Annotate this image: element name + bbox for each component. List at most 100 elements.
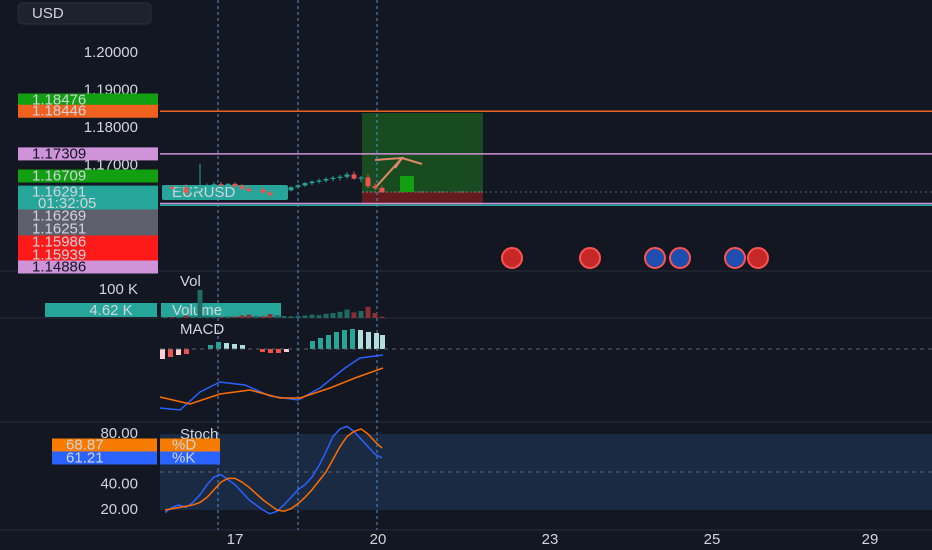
candle-body bbox=[288, 187, 294, 191]
candle-body bbox=[232, 183, 238, 187]
event-icon[interactable] bbox=[579, 247, 601, 269]
stoch-name-badge bbox=[160, 438, 220, 452]
volume-bar bbox=[337, 311, 343, 318]
volume-bar bbox=[260, 316, 266, 318]
volume-value: 4.62 K bbox=[89, 302, 132, 319]
candle-body bbox=[253, 189, 259, 191]
stoch-value: 68.87 bbox=[66, 436, 104, 453]
volume-bar bbox=[316, 315, 322, 318]
volume-bar bbox=[358, 311, 364, 318]
volume-title: Vol bbox=[180, 273, 201, 290]
candle-body bbox=[372, 186, 378, 188]
price-badge-label: 1.18446 bbox=[32, 103, 86, 120]
price-badge-label: 1.14886 bbox=[32, 258, 86, 275]
candle-body bbox=[211, 184, 217, 186]
x-tick-label: 23 bbox=[542, 531, 559, 548]
volume-bar bbox=[162, 316, 168, 318]
candle-body bbox=[169, 187, 175, 189]
candle-body bbox=[176, 187, 182, 189]
stoch-tick-label: 40.00 bbox=[100, 476, 138, 493]
candle-body bbox=[358, 177, 364, 179]
volume-bar bbox=[302, 315, 308, 318]
price-badge bbox=[18, 104, 158, 118]
candle-body bbox=[337, 176, 343, 178]
candle-body bbox=[204, 185, 210, 187]
event-icon[interactable] bbox=[644, 247, 666, 269]
stoch-value-badge bbox=[52, 451, 157, 465]
volume-bar bbox=[246, 314, 252, 318]
symbol: EURUSD bbox=[172, 184, 236, 201]
price-tick-label: 1.18000 bbox=[84, 119, 138, 136]
candle-body bbox=[162, 187, 168, 189]
volume-bar bbox=[190, 316, 196, 318]
volume-bar bbox=[232, 316, 238, 318]
marker bbox=[400, 176, 414, 192]
stoch-tick-label: 20.00 bbox=[100, 501, 138, 518]
stoch-d-line bbox=[164, 428, 383, 513]
price-badge-label: 1.18476 bbox=[32, 91, 86, 108]
volume-bar bbox=[309, 314, 315, 318]
price-badge bbox=[18, 235, 158, 249]
price-badge bbox=[18, 147, 158, 161]
currency: USD bbox=[32, 5, 64, 22]
candle-body bbox=[316, 180, 322, 182]
position-loss-zone bbox=[362, 192, 483, 205]
candle-body bbox=[379, 188, 385, 193]
price-badge-label: 1.15939 bbox=[32, 246, 86, 263]
candle-body bbox=[239, 186, 245, 189]
price-tick-label: 1.17000 bbox=[84, 156, 138, 173]
x-tick-label: 17 bbox=[227, 531, 244, 548]
volume-bar bbox=[211, 316, 217, 318]
volume-scale-label: 100 K bbox=[99, 281, 138, 298]
candle-body bbox=[183, 187, 189, 193]
event-icon[interactable] bbox=[747, 247, 769, 269]
volume-bar bbox=[344, 309, 350, 318]
price-badge-label: 1.16251 bbox=[32, 220, 86, 237]
candle-body bbox=[351, 174, 357, 179]
price-badge bbox=[18, 260, 158, 274]
event-icon[interactable] bbox=[669, 247, 691, 269]
volume-bar bbox=[204, 316, 210, 318]
price-badge bbox=[18, 169, 158, 183]
candle-body bbox=[225, 183, 231, 186]
candle-body bbox=[365, 177, 371, 187]
stoch-name: %K bbox=[172, 449, 195, 466]
volume-bar bbox=[351, 312, 357, 318]
candle-body bbox=[267, 192, 273, 195]
price-badge-label: 1.15986 bbox=[32, 233, 86, 250]
countdown: 01:32:05 bbox=[38, 195, 96, 212]
x-tick-label: 20 bbox=[370, 531, 387, 548]
macd-signal bbox=[159, 367, 384, 405]
x-tick-label: 25 bbox=[704, 531, 721, 548]
volume-bar bbox=[330, 312, 336, 318]
price-badge bbox=[18, 209, 158, 223]
event-icon[interactable] bbox=[501, 247, 523, 269]
currency-box[interactable] bbox=[17, 2, 152, 25]
volume-bar bbox=[169, 317, 175, 318]
volume-bar bbox=[295, 315, 301, 318]
volume-bar bbox=[288, 316, 294, 318]
candle-body bbox=[302, 183, 308, 186]
stoch-k-line bbox=[164, 425, 383, 515]
candle-body bbox=[197, 186, 203, 189]
candle-body bbox=[344, 174, 350, 177]
arrow-drawing bbox=[374, 156, 405, 169]
stoch-name-badge bbox=[160, 451, 220, 465]
price-badge bbox=[18, 93, 158, 107]
volume-bar bbox=[239, 315, 245, 318]
price-badge-label: 1.16709 bbox=[32, 167, 86, 184]
volume-bar bbox=[225, 316, 231, 318]
price-badge-label: 1.16269 bbox=[32, 207, 86, 224]
price-tick-label: 1.20000 bbox=[84, 44, 138, 61]
candle-body bbox=[260, 189, 266, 193]
price-badge-label: 1.17309 bbox=[32, 145, 86, 162]
economic-events bbox=[501, 247, 769, 269]
candle-body bbox=[190, 188, 196, 193]
event-icon[interactable] bbox=[724, 247, 746, 269]
volume-bar bbox=[197, 290, 203, 318]
volume-bar bbox=[183, 315, 189, 318]
macd-title: MACD bbox=[180, 321, 224, 338]
candle-body bbox=[295, 185, 301, 188]
volume-value-badge bbox=[45, 303, 157, 317]
